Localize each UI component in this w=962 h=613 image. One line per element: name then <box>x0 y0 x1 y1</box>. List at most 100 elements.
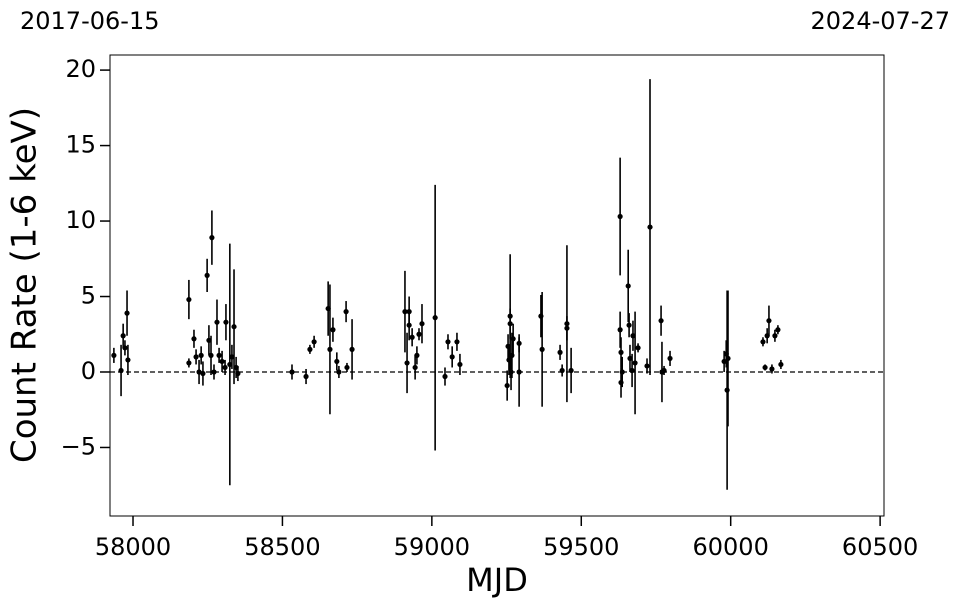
data-point <box>334 358 340 365</box>
data-point <box>510 336 516 342</box>
data-point <box>775 327 781 333</box>
y-tick-label: 20 <box>65 55 96 83</box>
data-point <box>125 357 131 363</box>
data-point <box>307 346 313 352</box>
data-point <box>454 339 460 345</box>
data-point <box>219 358 225 365</box>
data-point <box>658 318 664 324</box>
data-point <box>416 331 422 337</box>
data-point <box>186 360 192 366</box>
y-tick-label: 0 <box>81 357 96 385</box>
x-tick-label: 60500 <box>842 533 918 561</box>
y-tick-label: 5 <box>81 282 96 310</box>
data-point <box>412 364 418 371</box>
data-point <box>766 318 772 324</box>
plot-frame <box>109 54 885 517</box>
data-point <box>617 213 623 220</box>
data-point <box>122 345 128 351</box>
data-point <box>772 333 778 339</box>
data-point <box>330 327 336 333</box>
data-point <box>626 322 632 328</box>
data-point <box>402 309 408 315</box>
data-point <box>725 355 731 362</box>
data-point <box>409 334 415 340</box>
data-point <box>336 369 342 375</box>
data-point <box>778 361 784 368</box>
y-tick-label: 10 <box>65 206 96 234</box>
data-point <box>216 352 222 358</box>
data-point <box>200 370 206 377</box>
data-point <box>661 367 667 374</box>
end-date: 2024-07-27 <box>811 7 950 35</box>
y-tick-label: 15 <box>65 131 96 159</box>
data-point <box>568 367 574 374</box>
data-point <box>111 352 117 358</box>
data-point <box>762 364 768 371</box>
data-point <box>632 360 638 366</box>
data-point <box>193 354 199 360</box>
data-point <box>629 367 635 374</box>
data-point <box>404 360 410 366</box>
data-point <box>539 346 545 352</box>
y-axis-label: Count Rate (1-6 keV) <box>5 107 45 463</box>
x-tick-label: 60000 <box>693 533 769 561</box>
y-tick-label: −5 <box>61 432 96 460</box>
data-point <box>618 349 624 355</box>
data-point <box>419 321 425 327</box>
data-point <box>769 366 775 372</box>
data-point <box>208 352 214 358</box>
x-tick-label: 58000 <box>95 533 171 561</box>
data-point <box>118 367 124 374</box>
data-point <box>557 349 563 355</box>
data-point <box>231 324 237 330</box>
data-point <box>209 235 215 241</box>
data-point <box>442 373 448 380</box>
data-point <box>457 361 463 368</box>
data-point <box>211 369 217 375</box>
data-point <box>504 382 510 389</box>
data-point <box>507 321 513 327</box>
data-point <box>724 387 730 393</box>
data-point <box>445 339 451 345</box>
data-point <box>311 339 317 345</box>
start-date: 2017-06-15 <box>20 7 159 35</box>
data-point <box>222 364 228 371</box>
data-point <box>223 319 229 325</box>
data-point <box>625 283 631 289</box>
data-point <box>617 327 623 333</box>
data-point <box>343 309 349 315</box>
data-point <box>120 333 126 339</box>
x-axis-label: MJD <box>466 561 528 599</box>
data-point <box>204 272 210 278</box>
data-point <box>327 346 333 352</box>
data-point <box>186 296 192 303</box>
data-point <box>618 379 624 386</box>
data-point <box>559 367 565 374</box>
data-point <box>508 369 514 375</box>
x-tick-label: 59500 <box>543 533 619 561</box>
data-point <box>509 352 515 358</box>
data-point <box>516 369 522 375</box>
data-point <box>124 310 130 316</box>
data-point <box>564 325 570 331</box>
x-tick-label: 59000 <box>394 533 470 561</box>
data-point <box>191 336 197 342</box>
data-point <box>235 370 241 377</box>
data-point <box>214 319 220 325</box>
data-point <box>198 352 204 358</box>
data-point <box>449 354 455 360</box>
data-point <box>344 364 350 371</box>
data-point <box>406 309 412 315</box>
data-point <box>760 339 766 345</box>
data-point <box>414 352 420 358</box>
data-point <box>349 346 355 352</box>
data-point <box>303 373 309 380</box>
data-point <box>667 355 673 362</box>
data-point <box>647 224 653 230</box>
data-point <box>432 315 438 321</box>
data-point <box>289 369 295 375</box>
data-point <box>635 345 641 351</box>
x-tick-label: 58500 <box>244 533 320 561</box>
data-point <box>644 363 650 369</box>
